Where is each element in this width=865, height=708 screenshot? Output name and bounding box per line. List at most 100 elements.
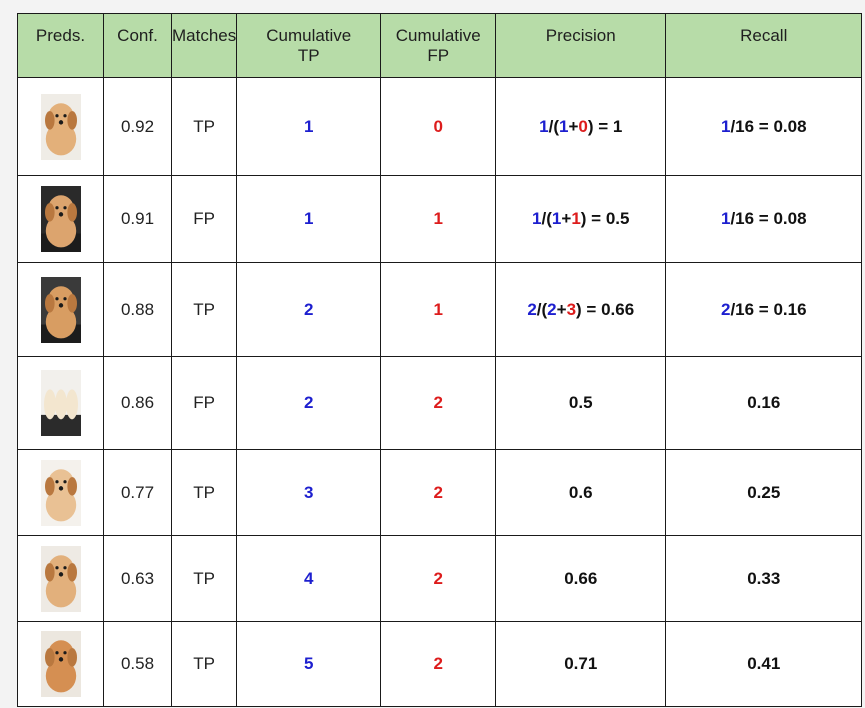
table-row: 0.77 TP 3 2 0.6 0.25 [17,449,863,536]
match-cell: FP [170,175,238,263]
table-row: 0.91 FP 1 1 1/(1+1) = 0.5 1/16 = 0.08 [17,175,863,263]
confidence-cell: 0.63 [103,535,172,622]
cumulative-tp-cell: 5 [236,621,382,707]
precision-cell-part: 2 [527,299,537,319]
precision-cell-part: + [568,116,579,136]
match-cell: FP [170,356,238,450]
recall-cell-text: 1/16 = 0.08 [721,209,807,229]
recall-cell-part: /16 = 0.08 [730,116,807,136]
precision-cell-part: 0.66 [564,568,598,588]
cumulative-fp-cell: 2 [380,535,497,622]
table-row: 0.63 TP 4 2 0.66 0.33 [17,535,863,622]
recall-cell-text: 1/16 = 0.08 [721,117,807,137]
recall-cell-part: 2 [720,299,731,319]
recall-cell: 0.16 [665,356,863,450]
column-header-text: Precision [545,26,616,45]
cumulative-tp-cell: 2 [236,356,382,450]
recall-cell-part: 1 [720,116,731,136]
dog-photo-icon [40,186,81,252]
column-header-text: Cumulative [395,26,481,45]
dog-photo-icon [40,459,81,526]
precision-cell-part: 1 [551,209,562,228]
cumulative-fp-cell: 1 [380,262,497,357]
recall-cell: 1/16 = 0.08 [665,175,863,263]
cumulative-tp-cell: 3 [236,449,382,536]
table-row: 0.88 TP 2 1 2/(2+3) = 0.66 2/16 = 0.16 [17,262,863,357]
confidence-cell: 0.91 [103,175,172,263]
confidence-cell: 0.86 [103,356,172,450]
confidence-cell: 0.92 [103,77,172,176]
precision-cell-text: 0.6 [569,483,593,503]
precision-cell-part: 1 [558,116,569,136]
precision-cell-part: /( [536,299,548,319]
precision-recall-table: Preds. Conf. Matches Cumulative TP Cumulative… [17,13,863,707]
recall-cell-text: 0.16 [747,393,780,413]
prediction-thumbnail-cell [17,77,104,176]
column-header-conf: Conf. [103,13,172,78]
match-cell: TP [170,262,238,357]
recall-cell-part: 1 [720,209,731,228]
cumulative-tp-cell: 1 [236,175,382,263]
precision-cell: 0.5 [495,356,667,450]
table-body: 0.92 TP 1 0 1/(1+0) = 1 1/16 = 0.08 0.91 FP 1 1 1/… [17,77,863,707]
recall-cell-part: 0.25 [747,482,781,502]
precision-cell: 0.66 [495,535,667,622]
cumulative-fp-cell: 0 [380,77,497,176]
prediction-thumbnail-cell [17,356,104,450]
dog-photo-icon [40,631,81,697]
cumulative-tp-cell: 4 [236,535,382,622]
column-header-matches: Matches [170,13,238,78]
column-header-text: Conf. [117,26,158,45]
column-header-recall: Recall [665,13,863,78]
precision-cell-part: 1 [532,209,542,228]
precision-cell-part: ) = 0.66 [576,299,635,319]
column-header-text: Cumulative [266,26,352,45]
precision-cell-part: /( [541,209,552,228]
column-header-text: TP [297,46,320,65]
precision-cell-part: + [561,209,572,228]
recall-cell-part: 0.41 [747,654,781,673]
precision-cell-part: 3 [566,299,577,319]
precision-cell-part: 2 [547,299,557,319]
precision-cell-part: 0.5 [568,393,593,412]
dog-photo-icon [40,93,81,160]
prediction-thumbnail-cell [17,621,104,707]
recall-cell: 2/16 = 0.16 [665,262,863,357]
precision-cell-text: 0.5 [569,393,593,413]
precision-cell-part: /( [548,116,559,136]
precision-cell: 1/(1+0) = 1 [495,77,667,176]
cumulative-tp-cell: 1 [236,77,382,176]
recall-cell: 0.33 [665,535,863,622]
confidence-cell: 0.58 [103,621,172,707]
match-cell: TP [170,535,238,622]
precision-cell-part: 1 [571,209,581,228]
cumulative-fp-cell: 2 [380,356,497,450]
precision-cell-part: + [556,299,567,319]
confidence-cell: 0.77 [103,449,172,536]
recall-cell: 0.25 [665,449,863,536]
recall-cell-part: 0.33 [747,568,781,588]
recall-cell-text: 0.41 [747,654,780,674]
column-header-cumulative-tp: Cumulative TP [236,13,382,78]
recall-cell: 0.41 [665,621,863,707]
column-header-text: FP [427,46,450,65]
column-header-precision: Precision [495,13,667,78]
precision-cell-part: 0 [578,116,588,136]
recall-cell-part: 0.16 [747,393,781,412]
recall-cell-text: 2/16 = 0.16 [721,300,807,320]
column-header-preds: Preds. [17,13,104,78]
recall-cell-part: /16 = 0.08 [730,209,807,228]
precision-cell-text: 2/(2+3) = 0.66 [527,300,634,320]
cumulative-fp-cell: 1 [380,175,497,263]
table-row: 0.86 FP 2 2 0.5 0.16 [17,356,863,450]
dog-photo-icon [40,545,81,612]
precision-cell-part: ) = 1 [587,116,623,136]
cumulative-fp-cell: 2 [380,621,497,707]
column-header-text: Recall [740,26,788,45]
precision-cell-text: 0.71 [564,654,597,674]
match-cell: TP [170,77,238,176]
precision-cell: 1/(1+1) = 0.5 [495,175,667,263]
match-cell: TP [170,449,238,536]
recall-cell: 1/16 = 0.08 [665,77,863,176]
table-header-row: Preds. Conf. Matches Cumulative TP Cumulative… [17,13,863,78]
